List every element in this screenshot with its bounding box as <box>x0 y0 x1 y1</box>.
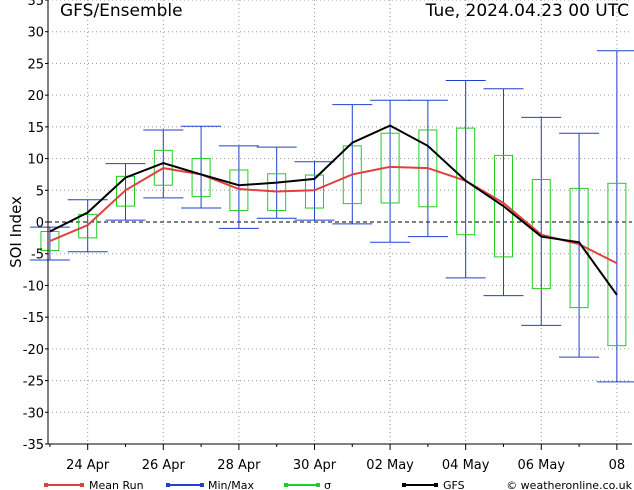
y-tick-label: -15 <box>23 311 44 326</box>
y-tick-label: 30 <box>27 26 44 41</box>
sigma-box <box>342 145 362 205</box>
legend-label-sigma: σ <box>324 479 331 490</box>
x-tick-label: 26 Apr <box>142 458 186 473</box>
y-tick-label: 0 <box>36 216 44 231</box>
y-tick-label: -35 <box>23 438 44 453</box>
gfs-line <box>49 124 618 296</box>
y-tick-label: 25 <box>27 57 44 72</box>
sigma-box <box>78 213 98 239</box>
y-tick-label: -30 <box>23 406 44 421</box>
y-tick-label: 15 <box>27 121 44 136</box>
sigma-box <box>153 149 173 186</box>
legend-item-min-max: Min/Max <box>166 479 254 490</box>
sigma-box <box>531 179 551 290</box>
y-tick-label: -25 <box>23 375 44 390</box>
legend: Mean Run Min/Max σ GFS © weatheronline.c… <box>44 479 633 490</box>
y-tick-label: 20 <box>27 89 44 104</box>
y-tick-label: 10 <box>27 153 44 168</box>
x-tick-label: 24 Apr <box>66 458 110 473</box>
credit-text: © weatheronline.co.uk <box>506 479 632 490</box>
x-tick-label: 08 <box>609 458 626 473</box>
legend-label-min-max: Min/Max <box>208 479 254 490</box>
x-tick-label: 02 May <box>366 458 414 473</box>
y-tick-label: 5 <box>36 184 44 199</box>
x-tick-label: 30 Apr <box>293 458 337 473</box>
x-tick-label: 04 May <box>442 458 490 473</box>
legend-item-gfs: GFS <box>402 479 465 490</box>
x-tick-label: 28 Apr <box>217 458 261 473</box>
legend-label-gfs: GFS <box>443 479 465 490</box>
chart-title: GFS/Ensemble <box>60 1 183 21</box>
y-tick-label: -5 <box>31 248 44 263</box>
sigma-box <box>115 175 135 207</box>
plot-area <box>29 50 634 383</box>
grid-lines <box>48 0 632 445</box>
y-axis-label: SOI Index <box>7 196 25 268</box>
sigma-box <box>493 154 513 258</box>
y-tick-label: 35 <box>27 0 44 9</box>
run-datetime: Tue, 2024.04.23 00 UTC <box>425 1 629 21</box>
axes: 35 30 25 20 15 10 5 0 -5 -10 -15 -20 -25 -30 -35 24 Apr… <box>23 0 632 473</box>
sigma-box <box>456 127 476 236</box>
legend-item-sigma: σ <box>284 479 331 490</box>
x-tick-label: 06 May <box>518 458 566 473</box>
legend-item-mean-run: Mean Run <box>44 479 144 490</box>
y-tick-label: -10 <box>23 279 44 294</box>
sigma-box <box>607 182 627 347</box>
mean-run-line <box>49 165 618 265</box>
legend-label-mean-run: Mean Run <box>89 479 144 490</box>
y-tick-label: -20 <box>23 343 44 358</box>
